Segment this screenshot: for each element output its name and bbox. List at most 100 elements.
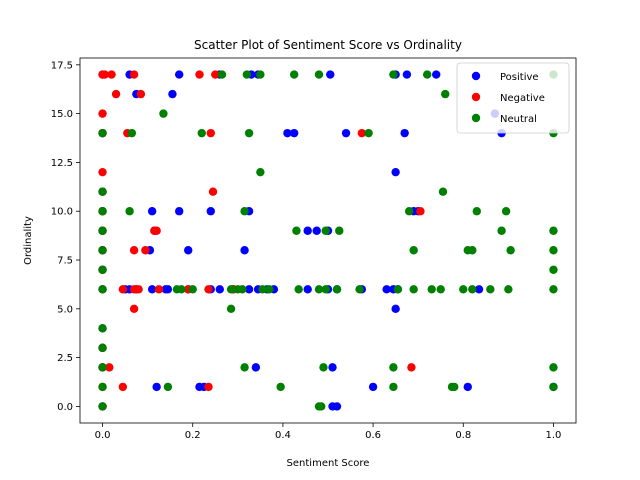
point-neutral [256,70,265,79]
point-neutral [450,382,459,392]
x-tick-label: 0.6 [365,430,381,441]
point-negative [111,89,121,99]
point-neutral [98,265,107,274]
legend-marker-positive [471,71,481,81]
y-tick-label: 17.5 [51,60,73,71]
point-positive [289,128,299,138]
point-neutral [294,285,303,294]
y-tick-label: 2.5 [57,353,73,364]
point-negative [129,246,139,255]
point-negative [105,363,114,372]
point-neutral [240,363,249,372]
point-negative [407,363,416,372]
point-neutral [549,226,558,235]
point-positive [326,70,335,79]
point-neutral [364,128,373,138]
point-neutral [441,89,450,99]
point-neutral [319,363,328,372]
y-axis-label: Ordinality [23,216,34,265]
point-neutral [393,285,403,294]
point-neutral [317,402,326,411]
point-negative [154,285,164,294]
point-neutral [468,285,477,294]
point-neutral [265,285,274,294]
point-neutral [497,226,506,235]
point-positive [283,128,292,138]
point-neutral [244,128,254,138]
point-neutral [226,304,236,314]
legend-label-positive: Positive [500,72,539,83]
point-neutral [258,285,267,294]
point-negative [98,109,107,118]
point-neutral [98,402,107,411]
point-positive [312,226,321,235]
point-negative [204,285,213,294]
point-negative [98,167,107,177]
point-neutral [504,285,513,294]
point-neutral [197,128,206,138]
point-neutral [98,324,107,333]
point-positive [215,285,224,294]
point-neutral [127,128,137,138]
point-neutral [188,285,197,294]
point-negative [129,70,139,79]
x-tick-label: 0.2 [185,430,201,441]
y-axis: 0.0 2.5 5.0 7.5 10.0 12.5 15.0 17.5 [51,60,80,413]
point-neutral [468,246,477,255]
point-negative [129,304,139,314]
point-neutral [292,226,301,235]
point-neutral [240,207,249,216]
point-neutral [321,285,330,294]
point-positive [251,363,261,372]
point-positive [432,70,441,79]
point-negative [136,89,146,99]
point-positive [474,285,484,294]
point-neutral [438,187,448,196]
point-neutral [549,382,558,392]
point-neutral [98,226,107,235]
x-tick-label: 0.0 [95,430,111,441]
point-neutral [427,285,436,294]
point-negative [206,128,215,138]
point-neutral [549,363,558,372]
point-positive [463,382,472,392]
points-layer [98,70,558,411]
point-neutral [289,70,299,79]
point-neutral [389,363,398,372]
y-tick-label: 15.0 [51,109,73,120]
point-neutral [314,285,324,294]
point-negative [204,382,213,392]
point-negative [134,285,143,294]
point-negative [141,246,150,255]
point-neutral [242,70,252,79]
legend: Positive Negative Neutral [456,62,570,134]
point-positive [341,128,351,138]
point-neutral [335,226,344,235]
point-negative [118,285,128,294]
point-positive [175,70,184,79]
point-positive [184,246,193,255]
point-neutral [314,70,324,79]
point-positive [147,285,157,294]
point-neutral [549,246,558,255]
point-negative [195,70,204,79]
point-positive [368,382,378,392]
point-neutral [423,70,432,79]
point-positive [391,304,400,314]
point-positive [175,207,184,216]
legend-marker-neutral [471,113,481,123]
point-positive [240,246,249,255]
point-neutral [177,285,186,294]
point-neutral [226,285,236,294]
point-neutral [472,207,481,216]
point-negative [357,128,367,138]
legend-label-negative: Negative [500,93,545,104]
legend-label-neutral: Neutral [500,114,537,125]
x-axis-label: Sentiment Score [287,458,370,469]
point-neutral [501,207,511,216]
point-negative [208,187,218,196]
point-neutral [409,285,418,294]
point-positive [303,226,312,235]
point-negative [107,70,116,79]
y-tick-label: 5.0 [57,304,73,315]
